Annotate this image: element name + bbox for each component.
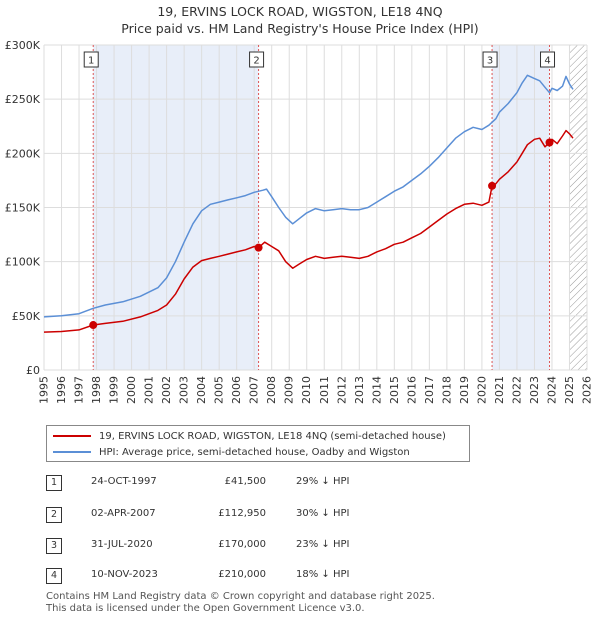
chart-subtitle: Price paid vs. HM Land Registry's House … — [121, 21, 479, 36]
y-tick-label: £250K — [5, 93, 41, 106]
sale-marker-label: 4 — [544, 56, 550, 67]
x-tick-label: 1998 — [90, 376, 103, 404]
x-tick-label: 2013 — [353, 376, 366, 404]
x-tick-label: 2012 — [335, 376, 348, 404]
sale-point — [254, 243, 263, 252]
x-tick-label: 1996 — [55, 376, 68, 404]
sale-hpi-diff: 30% ↓ HPI — [296, 508, 350, 519]
x-tick-label: 2026 — [581, 376, 594, 404]
x-tick-label: 1995 — [38, 376, 51, 404]
sale-price: £210,000 — [218, 569, 266, 580]
x-tick-label: 1997 — [73, 376, 86, 404]
x-tick-label: 2002 — [160, 376, 173, 404]
x-tick-label: 2018 — [440, 376, 453, 404]
sale-point — [545, 138, 554, 147]
y-tick-label: £200K — [5, 147, 41, 160]
y-tick-label: £150K — [5, 202, 41, 215]
x-tick-label: 2024 — [545, 376, 558, 404]
sale-marker-box — [249, 51, 265, 68]
x-tick-label: 2008 — [265, 376, 278, 404]
sale-number-badge: 2 — [46, 507, 62, 523]
x-tick-label: 2021 — [493, 376, 506, 404]
sale-hpi-diff: 23% ↓ HPI — [296, 539, 350, 550]
x-tick-label: 2019 — [458, 376, 471, 404]
sale-price: £170,000 — [218, 539, 266, 550]
property-price-line — [43, 129, 574, 333]
legend-swatch-property — [53, 435, 91, 437]
x-tick-label: 2011 — [318, 376, 331, 404]
sale-date: 02-APR-2007 — [91, 508, 156, 519]
price-chart: 1 2 3 4 £0 £50K £100K £150K £200K £250K £300K 1995… — [5, 39, 594, 404]
table-row: 1 24-OCT-1997 £41,500 29% ↓ HPI — [46, 475, 466, 491]
legend-item-property: 19, ERVINS LOCK ROAD, WIGSTON, LE18 4NQ … — [53, 429, 446, 443]
x-tick-label: 2017 — [423, 376, 436, 404]
sale-number-badge: 3 — [46, 538, 62, 554]
x-tick-label: 2010 — [300, 376, 313, 404]
sale-price: £112,950 — [218, 508, 266, 519]
x-tick-label: 2015 — [388, 376, 401, 404]
x-tick-label: 2022 — [510, 376, 523, 404]
y-tick-label: £300K — [5, 39, 41, 52]
x-tick-label: 2020 — [475, 376, 488, 404]
footer-copyright: Contains HM Land Registry data © Crown c… — [46, 591, 435, 602]
x-tick-label: 2003 — [178, 376, 191, 404]
x-tick-label: 2014 — [370, 376, 383, 404]
x-tick-label: 2001 — [143, 376, 156, 404]
x-tick-label: 2023 — [528, 376, 541, 404]
sale-marker-box — [83, 51, 99, 68]
x-tick-label: 2007 — [248, 376, 261, 404]
sale-marker-label: 1 — [88, 56, 94, 67]
legend-swatch-hpi — [53, 451, 91, 453]
y-tick-label: £100K — [5, 256, 41, 269]
legend-label-hpi: HPI: Average price, semi-detached house,… — [99, 446, 410, 458]
x-tick-label: 1999 — [108, 376, 121, 404]
hpi-line — [43, 74, 574, 318]
x-tick-label: 2009 — [283, 376, 296, 404]
sale-marker-box — [482, 51, 498, 68]
sale-hpi-diff: 18% ↓ HPI — [296, 569, 350, 580]
x-tick-label: 2004 — [195, 376, 208, 404]
sale-date: 31-JUL-2020 — [91, 539, 153, 550]
footer-licence: This data is licensed under the Open Gov… — [46, 603, 365, 614]
sale-marker-label: 2 — [253, 56, 259, 67]
chart-legend: 19, ERVINS LOCK ROAD, WIGSTON, LE18 4NQ … — [46, 425, 470, 462]
x-tick-label: 2016 — [405, 376, 418, 404]
sale-point — [89, 321, 98, 330]
legend-label-property: 19, ERVINS LOCK ROAD, WIGSTON, LE18 4NQ … — [99, 430, 446, 442]
y-tick-label: £50K — [12, 310, 41, 323]
y-tick-label: £0 — [26, 364, 40, 377]
x-tick-label: 2006 — [230, 376, 243, 404]
sale-date: 10-NOV-2023 — [91, 569, 158, 580]
sale-marker-label: 3 — [487, 56, 493, 67]
x-tick-label: 2025 — [563, 376, 576, 404]
x-tick-label: 2000 — [125, 376, 138, 404]
sale-price: £41,500 — [224, 476, 266, 487]
x-tick-label: 2005 — [213, 376, 226, 404]
legend-item-hpi: HPI: Average price, semi-detached house,… — [53, 445, 410, 459]
table-row: 4 10-NOV-2023 £210,000 18% ↓ HPI — [46, 568, 466, 584]
sale-date: 24-OCT-1997 — [91, 476, 157, 487]
sale-point — [488, 181, 497, 190]
sale-hpi-diff: 29% ↓ HPI — [296, 476, 350, 487]
sale-marker-box — [540, 51, 556, 68]
chart-title: 19, ERVINS LOCK ROAD, WIGSTON, LE18 4NQ — [157, 4, 443, 19]
sale-number-badge: 4 — [46, 568, 62, 584]
sale-number-badge: 1 — [46, 475, 62, 491]
table-row: 2 02-APR-2007 £112,950 30% ↓ HPI — [46, 507, 466, 523]
table-row: 3 31-JUL-2020 £170,000 23% ↓ HPI — [46, 538, 466, 554]
